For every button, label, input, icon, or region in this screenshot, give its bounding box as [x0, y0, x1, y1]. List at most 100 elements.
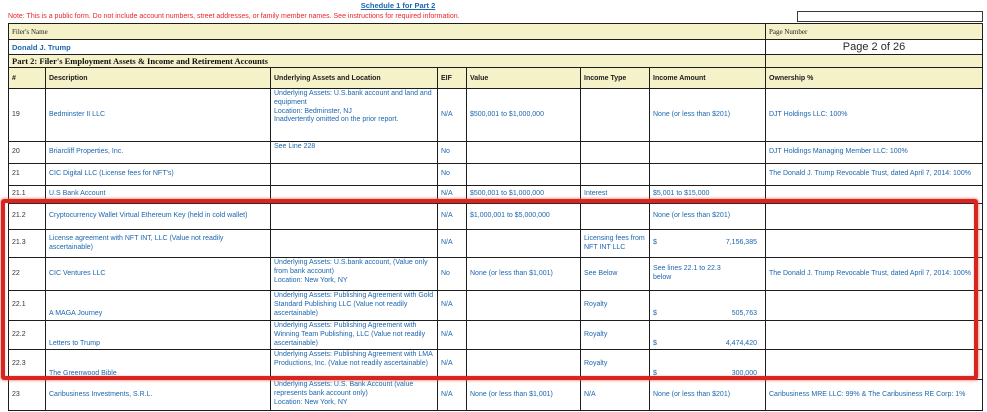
col-description: A MAGA Journey [45, 290, 271, 321]
col-description: Bedminster II LLC [45, 88, 271, 142]
col-ownership [765, 319, 983, 351]
amount-value: 7,156,385 [725, 239, 757, 247]
table-row: 22.3 The Greenwood Bible Underlying Assets… [8, 349, 983, 381]
col-value: None (or less than $1,001) [466, 257, 581, 291]
col-description: CIC Digital LLC (License fees for NFT's) [45, 163, 271, 186]
currency-symbol: $ [653, 339, 657, 347]
col-eif: N/A [437, 349, 467, 381]
column-header-income-amount: Income Amount [649, 67, 766, 89]
page-number-value: Page 2 of 26 [765, 39, 983, 55]
column-header-underlying-assets: Underlying Assets and Location [270, 67, 438, 89]
col-ownership: DJT Holdings LLC: 100% [765, 88, 983, 142]
col-income-amount: $4,474,420 [649, 319, 766, 351]
col-income-amount: None (or less than $201) [649, 379, 766, 412]
col-ownership [765, 349, 983, 381]
col-value [466, 290, 581, 321]
col-income-amount: $5,001 to $15,000 [649, 185, 766, 204]
col-num: 23 [8, 379, 46, 412]
col-eif: N/A [437, 229, 467, 258]
col-num: 21 [8, 163, 46, 186]
col-value: None (or less than $1,001) [466, 379, 581, 412]
col-income-amount: None (or less than $201) [649, 203, 766, 230]
col-underlying: See Line 228 [270, 141, 438, 164]
col-income-amount: $505,763 [649, 290, 766, 321]
col-value: $500,001 to $1,000,000 [466, 88, 581, 142]
table-row: 21.3 License agreement with NFT INT, LLC … [8, 229, 983, 258]
col-value [466, 319, 581, 351]
currency-symbol: $ [653, 239, 657, 247]
column-header-ownership: Ownership % [765, 67, 983, 89]
col-income-type: Royalty [580, 290, 650, 321]
col-num: 22.1 [8, 290, 46, 321]
header-row: # Description Underlying Assets and Loca… [8, 67, 983, 89]
col-income-amount [649, 163, 766, 186]
col-eif: N/A [437, 290, 467, 321]
col-underlying: Underlying Assets: Publishing Agreement … [270, 290, 438, 321]
col-eif: No [437, 257, 467, 291]
col-income-type: Royalty [580, 349, 650, 381]
col-eif: No [437, 141, 467, 164]
table-row: 22.1 A MAGA Journey Underlying Assets: Pub… [8, 290, 983, 321]
col-underlying: Underlying Assets: U.S. Bank Account (va… [270, 379, 438, 412]
column-header-value: Value [466, 67, 581, 89]
col-ownership: DJT Holdings Managing Member LLC: 100% [765, 141, 983, 164]
col-income-type [580, 141, 650, 164]
col-underlying: Underlying Assets: U.S.bank account and … [270, 88, 438, 142]
col-eif: N/A [437, 319, 467, 351]
col-income-type: N/A [580, 379, 650, 412]
col-income-amount [649, 141, 766, 164]
col-description: License agreement with NFT INT, LLC (Val… [45, 229, 271, 258]
col-num: 20 [8, 141, 46, 164]
page-number-label: Page Number [765, 23, 983, 40]
col-ownership [765, 229, 983, 258]
col-eif: No [437, 163, 467, 186]
filer-name-value: Donald J. Trump [8, 39, 766, 55]
table-row: 21 CIC Digital LLC (License fees for NFT'… [8, 163, 983, 186]
col-eif: N/A [437, 88, 467, 142]
col-ownership [765, 203, 983, 230]
col-income-type: Interest [580, 185, 650, 204]
col-underlying [270, 185, 438, 204]
col-value: $500,001 to $1,000,000 [466, 185, 581, 204]
col-description: The Greenwood Bible [45, 349, 271, 381]
col-description: Letters to Trump [45, 319, 271, 351]
table-row: 22.2 Letters to Trump Underlying Assets: P… [8, 319, 983, 351]
col-income-type [580, 88, 650, 142]
col-description: Cryptocurrency Wallet Virtual Ethereum K… [45, 203, 271, 230]
col-income-amount: $7,156,385 [649, 229, 766, 258]
page-title: Schedule 1 for Part 2 [360, 1, 436, 10]
table-row: 21.1 U.S Bank Account N/A $500,001 to $1,00… [8, 185, 983, 204]
col-underlying: Underlying Assets: U.S.bank account, (Va… [270, 257, 438, 291]
table-row: 19 Bedminster II LLC Underlying Assets: U.… [8, 88, 983, 142]
currency-symbol: $ [653, 310, 657, 318]
col-ownership: The Donald J. Trump Revocable Trust, dat… [765, 163, 983, 186]
column-header-description: Description [45, 67, 271, 89]
col-ownership: Caribusiness MRE LLC: 99% & The Caribusi… [765, 379, 983, 412]
col-underlying [270, 163, 438, 186]
col-eif: N/A [437, 185, 467, 204]
col-description: Caribusiness Investments, S.R.L. [45, 379, 271, 412]
col-num: 21.2 [8, 203, 46, 230]
col-num: 22 [8, 257, 46, 291]
col-eif: N/A [437, 379, 467, 412]
col-ownership [765, 185, 983, 204]
col-ownership [765, 290, 983, 321]
filer-name-label: Filer's Name [8, 23, 766, 40]
table-row: 21.2 Cryptocurrency Wallet Virtual Ethere… [8, 203, 983, 230]
amount-value: 505,763 [731, 310, 757, 318]
table-row: 20 Briarcliff Properties, Inc. See Line 22… [8, 141, 983, 164]
table-row: 23 Caribusiness Investments, S.R.L. Underl… [8, 379, 983, 412]
col-income-amount: $300,000 [649, 349, 766, 381]
col-income-type [580, 163, 650, 186]
col-num: 19 [8, 88, 46, 142]
col-underlying: Underlying Assets: Publishing Agreement … [270, 319, 438, 351]
column-header-income-type: Income Type [580, 67, 650, 89]
section-title: Part 2: Filer's Employment Assets & Inco… [8, 54, 766, 68]
col-underlying: Underlying Assets: Publishing Agreement … [270, 349, 438, 381]
amount-value: 4,474,420 [725, 339, 757, 347]
assets-table: # Description Underlying Assets and Loca… [8, 67, 983, 412]
col-income-amount: None (or less than $201) [649, 88, 766, 142]
col-value [466, 163, 581, 186]
col-num: 22.3 [8, 349, 46, 381]
section-title-spacer [765, 54, 983, 68]
